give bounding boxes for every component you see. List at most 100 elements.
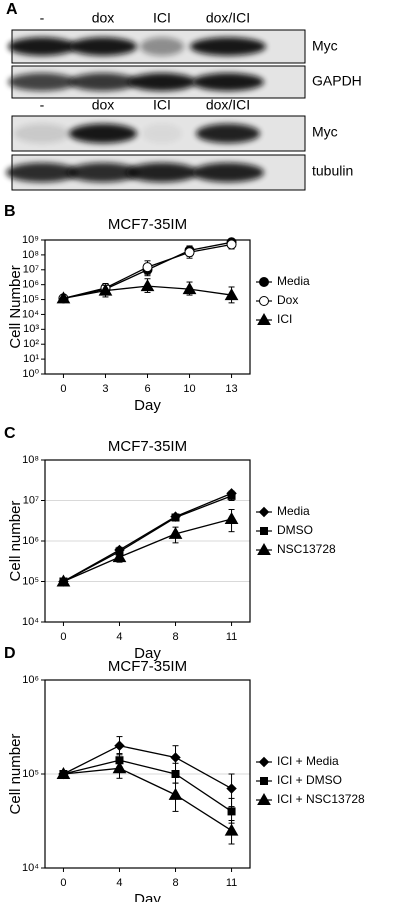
series-line <box>63 767 232 832</box>
marker <box>170 752 181 763</box>
y-tick-label: 10² <box>23 338 39 350</box>
blot-band <box>196 123 260 144</box>
row-label: Myc <box>312 124 338 140</box>
y-tick-label: 10¹ <box>23 353 39 365</box>
series-line <box>63 745 232 790</box>
y-axis-label: Cell number <box>7 734 24 815</box>
plot-frame <box>44 679 251 869</box>
series-line <box>63 492 232 583</box>
blot-band <box>67 162 139 183</box>
blot-band <box>192 73 264 91</box>
lane-label: dox <box>92 10 115 26</box>
legend-marker <box>260 527 268 535</box>
y-tick-label: 10⁷ <box>23 494 39 506</box>
series-line <box>63 759 232 812</box>
y-tick-label: 10⁵ <box>22 768 39 780</box>
x-tick-label: 4 <box>116 631 122 643</box>
blot-band <box>8 73 76 91</box>
x-tick-label: 6 <box>144 383 150 395</box>
y-axis-label: Cell number <box>7 501 24 582</box>
x-tick-label: 10 <box>183 383 195 395</box>
legend-label: Media <box>277 504 310 518</box>
row-label: tubulin <box>312 163 353 179</box>
y-tick-label: 10⁴ <box>22 308 39 320</box>
x-tick-label: 0 <box>60 383 66 395</box>
legend-marker <box>258 756 270 768</box>
legend-label: Media <box>277 274 310 288</box>
legend-marker <box>258 506 270 518</box>
x-tick-label: 8 <box>172 877 178 889</box>
marker <box>114 740 125 751</box>
legend-label: NSC13728 <box>277 542 336 556</box>
blot-band <box>8 37 76 56</box>
chart-title: MCF7-35IM <box>108 658 187 675</box>
marker <box>171 513 180 522</box>
x-tick-label: 8 <box>172 631 178 643</box>
y-tick-label: 10⁶ <box>22 279 39 291</box>
marker <box>184 247 195 258</box>
marker <box>112 550 127 563</box>
blot-band <box>192 162 264 183</box>
y-tick-label: 10⁹ <box>22 234 39 246</box>
lane-label: dox/ICI <box>206 97 250 113</box>
marker <box>168 526 183 539</box>
row-label: GAPDH <box>312 73 362 89</box>
y-tick-label: 10⁴ <box>22 616 39 628</box>
lane-label: ICI <box>153 10 171 26</box>
panel-label: A <box>6 1 18 18</box>
legend-label: DMSO <box>277 523 313 537</box>
x-tick-label: 11 <box>226 877 237 889</box>
legend-label: ICI + NSC13728 <box>277 792 365 806</box>
legend-marker <box>257 792 271 805</box>
marker <box>142 262 153 273</box>
blot-band <box>140 37 184 56</box>
legend-label: ICI + Media <box>277 754 339 768</box>
marker <box>227 807 236 816</box>
marker <box>226 783 237 794</box>
series-line <box>63 495 232 583</box>
marker <box>56 291 71 304</box>
chart-title: MCF7-35IM <box>108 438 187 455</box>
blot-band <box>126 162 198 183</box>
blot-band <box>6 162 78 183</box>
x-tick-label: 3 <box>102 383 108 395</box>
marker <box>140 279 155 292</box>
panel-label: C <box>4 425 16 442</box>
legend-label: Dox <box>277 293 298 307</box>
marker <box>224 288 239 301</box>
y-tick-label: 10⁷ <box>23 264 39 276</box>
x-axis-label: Day <box>134 645 161 662</box>
y-axis-label: Cell Number <box>7 265 24 348</box>
marker <box>171 770 180 778</box>
marker <box>226 239 237 250</box>
chart-title: MCF7-35IM <box>108 216 187 233</box>
marker <box>98 283 113 296</box>
blot-band <box>190 37 266 56</box>
marker <box>112 761 127 774</box>
blot-band <box>69 37 137 56</box>
marker <box>182 282 197 295</box>
marker <box>168 787 183 800</box>
y-tick-label: 10⁶ <box>22 535 39 547</box>
blot-band <box>69 123 137 144</box>
marker <box>56 766 71 779</box>
marker <box>224 823 239 836</box>
blot-band <box>69 73 137 91</box>
panel-label: B <box>4 203 16 220</box>
lane-label: - <box>40 10 45 26</box>
plot-frame <box>44 239 251 375</box>
lane-label: dox <box>92 97 115 113</box>
legend-marker <box>259 277 269 287</box>
x-tick-label: 0 <box>60 877 66 889</box>
x-tick-label: 4 <box>116 877 122 889</box>
lane-label: dox/ICI <box>206 10 250 26</box>
series-line <box>63 518 232 583</box>
blot-band <box>128 73 196 91</box>
panel-label: D <box>4 645 16 662</box>
plot-frame <box>44 459 251 623</box>
blot-band <box>142 123 182 144</box>
y-tick-label: 10⁸ <box>22 249 39 261</box>
row-label: Myc <box>312 38 338 54</box>
